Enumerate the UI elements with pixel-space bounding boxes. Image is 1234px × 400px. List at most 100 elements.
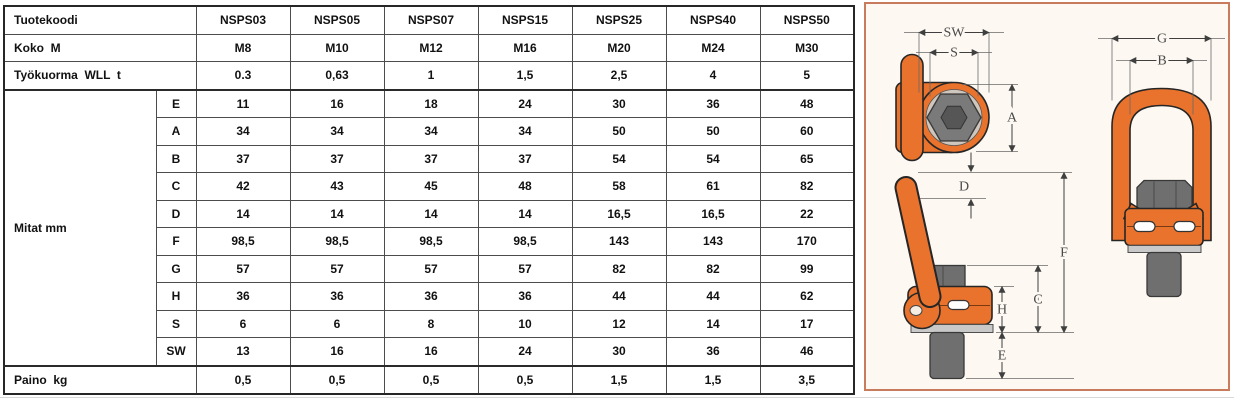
cell-value: 4	[665, 61, 761, 91]
cell-value: 1,5	[571, 364, 667, 395]
dim-value: 37	[195, 144, 291, 173]
cell-value: 0,5	[477, 364, 573, 395]
dim-value: 58	[571, 172, 667, 201]
dim-value: 98,5	[195, 227, 291, 256]
cell-value: 0.3	[195, 61, 291, 91]
side-view-bail	[896, 178, 940, 306]
dim-value: 14	[195, 199, 291, 228]
dimension-row: G 57 57 57 57 82 82 99	[4, 254, 855, 283]
dim-value: 16	[289, 337, 385, 366]
dim-value: 30	[571, 89, 667, 118]
dim-value: 57	[383, 254, 479, 283]
dim-value: 6	[289, 309, 385, 338]
dim-key: A	[155, 117, 197, 146]
dim-value: 34	[383, 117, 479, 146]
dim-value: 60	[759, 117, 855, 146]
dim-value: 36	[195, 282, 291, 311]
side-view-slot	[947, 299, 970, 311]
dim-value: 16	[289, 89, 385, 118]
dim-value: 13	[195, 337, 291, 366]
dim-value: 48	[477, 172, 573, 201]
dim-value: 36	[289, 282, 385, 311]
cell-value: M8	[195, 33, 291, 62]
dim-label-b: B	[1157, 54, 1166, 69]
dim-key: D	[155, 199, 197, 228]
cell-value: M16	[477, 33, 573, 62]
dim-key: SW	[155, 337, 197, 366]
dimension-row: D 14 14 14 14 16,5 16,5 22	[4, 199, 855, 228]
dim-value: 98,5	[289, 227, 385, 256]
row-label: Koko M	[3, 33, 197, 62]
dim-value: 170	[759, 227, 855, 256]
dimension-row: B 37 37 37 37 54 54 65	[4, 144, 855, 173]
header-row: Tuotekoodi NSPS03 NSPS05 NSPS07 NSPS15 NSPS25…	[3, 5, 855, 35]
dim-value: 34	[477, 117, 573, 146]
dim-value: 37	[383, 144, 479, 173]
diagram-panel: SW S A D	[864, 2, 1230, 391]
dim-value: 14	[665, 309, 761, 338]
dim-value: 36	[477, 282, 573, 311]
cell-value: NSPS50	[759, 5, 855, 35]
dim-value: 37	[477, 144, 573, 173]
top-view-figure: SW S A	[895, 23, 1020, 162]
page-bottom-rule	[0, 397, 1234, 398]
dim-value: 14	[383, 199, 479, 228]
cell-value: 3,5	[759, 364, 855, 395]
cell-value: 0,63	[289, 61, 385, 91]
cell-value: 1,5	[665, 364, 761, 395]
cell-value: NSPS05	[289, 5, 385, 35]
dim-key: F	[155, 227, 197, 256]
dim-label-h: H	[997, 303, 1007, 318]
front-view-washer	[1127, 245, 1202, 253]
dim-label-f: F	[1060, 246, 1068, 261]
dim-value: 98,5	[383, 227, 479, 256]
dim-value: 36	[665, 89, 761, 118]
front-view-figure: G B	[1098, 29, 1225, 298]
dimension-row: A 34 34 34 34 50 50 60	[4, 117, 855, 146]
dim-value: 30	[571, 337, 667, 366]
dim-value: 18	[383, 89, 479, 118]
dim-value: 82	[665, 254, 761, 283]
side-view-figure: D F C H E	[894, 152, 1074, 380]
cell-value: NSPS40	[665, 5, 761, 35]
row-label: Tuotekoodi	[3, 5, 197, 35]
front-view-nut	[1136, 179, 1193, 212]
dim-value: 11	[195, 89, 291, 118]
dim-value: 16	[383, 337, 479, 366]
dim-value: 98,5	[477, 227, 573, 256]
dim-label-e: E	[998, 349, 1007, 364]
hex-socket	[940, 105, 968, 130]
dim-value: 42	[195, 172, 291, 201]
dim-key: E	[155, 89, 197, 118]
spec-table: Tuotekoodi NSPS03 NSPS05 NSPS07 NSPS15 NSPS25…	[3, 5, 855, 395]
dim-value: 8	[383, 309, 479, 338]
dim-value: 36	[665, 337, 761, 366]
dim-value: 22	[759, 199, 855, 228]
dim-value: 143	[665, 227, 761, 256]
front-view-slot-left	[1133, 220, 1156, 233]
cell-value: NSPS07	[383, 5, 479, 35]
dim-value: 46	[759, 337, 855, 366]
dim-value: 17	[759, 309, 855, 338]
cell-value: 2,5	[571, 61, 667, 91]
dim-value: 57	[289, 254, 385, 283]
dimension-row: C 42 43 45 48 58 61 82	[4, 172, 855, 201]
cell-value: 1,5	[477, 61, 573, 91]
dim-value: 14	[477, 199, 573, 228]
spec-table-body: Tuotekoodi NSPS03 NSPS05 NSPS07 NSPS15 NSPS25…	[3, 5, 855, 395]
dim-value: 62	[759, 282, 855, 311]
dim-label-g: G	[1157, 32, 1167, 47]
dim-value: 14	[289, 199, 385, 228]
cell-value: M12	[383, 33, 479, 62]
dim-value: 82	[759, 172, 855, 201]
dim-key: H	[155, 282, 197, 311]
dim-value: 37	[289, 144, 385, 173]
dimension-row: SW 13 16 16 24 30 36 46	[4, 337, 855, 366]
dim-value: 36	[383, 282, 479, 311]
dim-value: 57	[195, 254, 291, 283]
dim-value: 24	[477, 337, 573, 366]
dimension-row: H 36 36 36 36 44 44 62	[4, 282, 855, 311]
dim-value: 50	[571, 117, 667, 146]
dim-label-sw: SW	[944, 26, 966, 41]
dim-value: 54	[571, 144, 667, 173]
